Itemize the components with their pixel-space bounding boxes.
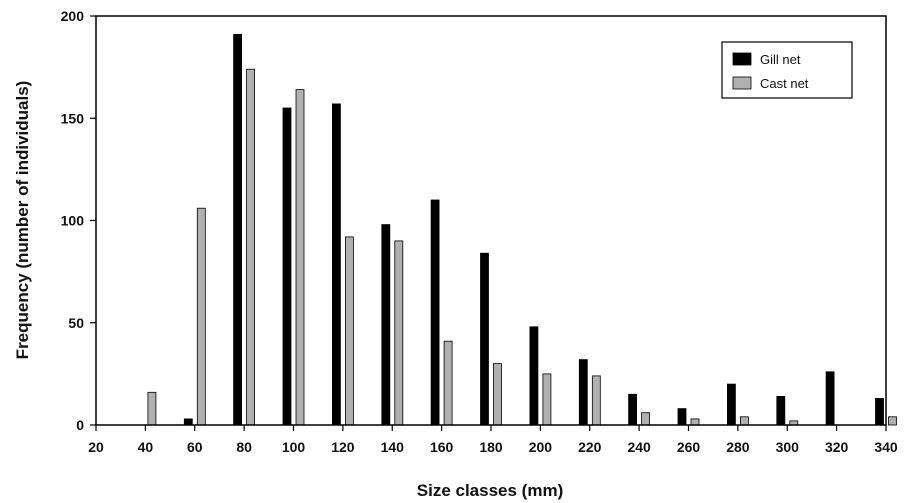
bar-gill-net-180: [480, 252, 489, 426]
bar-cast-net-40: [147, 391, 157, 426]
y-tick-label: 200: [61, 8, 85, 24]
bar-gill-net-320: [825, 371, 835, 426]
bar-cast-net-280: [740, 416, 749, 426]
x-tick-label: 340: [874, 439, 898, 455]
bar-cast-net-260: [690, 418, 700, 426]
bar-cast-net-80: [246, 68, 256, 426]
x-tick-label: 260: [677, 439, 701, 455]
bar-gill-net-160: [430, 199, 440, 426]
bar-cast-net-340: [888, 416, 897, 426]
y-tick-label: 150: [61, 110, 85, 126]
bar-cast-net-240: [641, 412, 650, 426]
bar-gill-net-120: [331, 103, 341, 426]
bar-gill-net-200: [529, 326, 539, 426]
x-tick-label: 180: [479, 439, 503, 455]
y-tick-label: 50: [68, 315, 84, 331]
bar-gill-net-340: [875, 397, 884, 426]
bar-cast-net-60: [196, 207, 206, 426]
y-tick-label: 0: [76, 417, 84, 433]
bar-cast-net-120: [344, 236, 354, 426]
x-tick-label: 200: [529, 439, 553, 455]
bar-gill-net-220: [578, 359, 588, 426]
bar-gill-net-280: [727, 383, 736, 426]
bar-gill-net-80: [233, 34, 243, 426]
bar-gill-net-240: [628, 393, 637, 426]
x-tick-label: 160: [430, 439, 454, 455]
legend-label-cast-net: Cast net: [760, 76, 809, 91]
bar-cast-net-200: [542, 373, 552, 426]
x-axis-title: Size classes (mm): [417, 481, 563, 500]
bar-gill-net-60: [183, 418, 193, 426]
ticks-group: 20 40 60 80 100 120 140 160 180 200 220 240 260 280 30…: [61, 8, 898, 455]
bar-gill-net-100: [282, 107, 292, 426]
x-tick-label: 20: [88, 439, 104, 455]
x-tick-label: 280: [726, 439, 750, 455]
x-tick-label: 220: [578, 439, 602, 455]
bar-cast-net-160: [443, 340, 453, 426]
bar-gill-net-140: [381, 224, 391, 426]
legend: Gill net Cast net: [721, 41, 853, 99]
x-tick-label: 300: [776, 439, 800, 455]
x-tick-label: 140: [381, 439, 405, 455]
bar-cast-net-180: [493, 363, 502, 426]
bars-group: [147, 34, 897, 426]
bar-cast-net-140: [394, 240, 404, 426]
x-tick-label: 240: [627, 439, 651, 455]
bar-gill-net-260: [677, 408, 687, 426]
y-axis-title: Frequency (number of individuals): [13, 81, 32, 360]
legend-label-gill-net: Gill net: [760, 52, 801, 67]
x-tick-label: 100: [282, 439, 306, 455]
x-tick-label: 120: [331, 439, 355, 455]
y-tick-label: 100: [61, 213, 85, 229]
x-tick-label: 40: [138, 439, 154, 455]
bar-gill-net-300: [776, 395, 786, 426]
x-tick-label: 80: [236, 439, 252, 455]
x-tick-label: 60: [187, 439, 203, 455]
bar-cast-net-100: [295, 89, 305, 426]
legend-swatch-cast-net: [732, 76, 752, 90]
x-tick-label: 320: [825, 439, 849, 455]
bar-cast-net-220: [591, 375, 601, 426]
legend-swatch-gill-net: [732, 52, 752, 66]
